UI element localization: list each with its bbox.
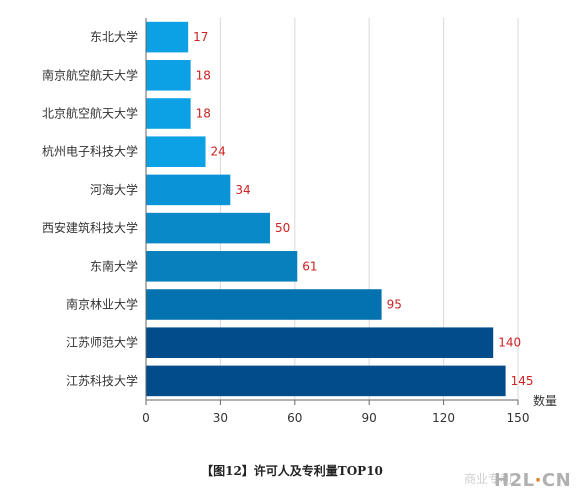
bar xyxy=(146,136,206,167)
x-tick-label: 60 xyxy=(287,411,302,425)
category-labels: 东北大学南京航空航天大学北京航空航天大学杭州电子科技大学河海大学西安建筑科技大学… xyxy=(42,29,138,388)
bar xyxy=(146,98,191,129)
x-axis: 0 30 60 90 120 150 xyxy=(142,18,529,425)
figure-caption: 【图12】许可人及专利量TOP10 xyxy=(201,464,383,478)
bar xyxy=(146,174,231,206)
x-tick-label: 120 xyxy=(432,411,455,425)
category-label: 南京航空航天大学 xyxy=(42,67,138,82)
x-tick-label: 90 xyxy=(362,411,377,425)
value-label: 95 xyxy=(387,298,402,312)
bar xyxy=(146,60,191,91)
value-label: 34 xyxy=(235,183,250,197)
x-tick-label: 150 xyxy=(507,411,530,425)
category-label: 杭州电子科技大学 xyxy=(42,144,138,159)
watermark-text: 商业专利 xyxy=(464,472,513,486)
x-tick-label: 0 xyxy=(142,411,150,425)
category-label: 江苏师范大学 xyxy=(66,335,138,350)
value-labels: 17 18 18 24 34 50 61 95 140 145 xyxy=(193,30,533,388)
bar-chart: 东北大学南京航空航天大学北京航空航天大学杭州电子科技大学河海大学西安建筑科技大学… xyxy=(42,18,557,425)
category-label: 江苏科技大学 xyxy=(66,373,138,388)
category-label: 西安建筑科技大学 xyxy=(42,220,138,235)
value-label: 145 xyxy=(511,374,534,388)
value-label: 140 xyxy=(498,336,521,350)
x-axis-label: 数量 xyxy=(533,393,557,408)
bar xyxy=(146,289,382,320)
value-label: 24 xyxy=(211,145,226,159)
bar xyxy=(146,365,506,397)
value-label: 50 xyxy=(275,221,290,235)
category-label: 东南大学 xyxy=(90,258,138,273)
watermark-logo-tail: CN xyxy=(541,470,572,491)
watermark-logo-sep: · xyxy=(534,470,542,491)
value-label: 17 xyxy=(193,30,208,44)
value-label: 18 xyxy=(196,68,211,82)
value-label: 61 xyxy=(302,259,317,273)
bar xyxy=(146,251,298,282)
watermark-logo: H2L·CN xyxy=(494,470,571,491)
watermark-logo-main: H2L xyxy=(494,470,535,491)
category-label: 东北大学 xyxy=(90,29,138,44)
category-label: 南京林业大学 xyxy=(66,297,138,312)
bars xyxy=(146,21,506,397)
bar xyxy=(146,327,494,358)
bar xyxy=(146,212,270,244)
category-label: 河海大学 xyxy=(90,182,138,197)
category-label: 北京航空航天大学 xyxy=(42,106,138,121)
value-label: 18 xyxy=(196,107,211,121)
bar xyxy=(146,21,189,53)
x-tick-label: 30 xyxy=(213,411,228,425)
